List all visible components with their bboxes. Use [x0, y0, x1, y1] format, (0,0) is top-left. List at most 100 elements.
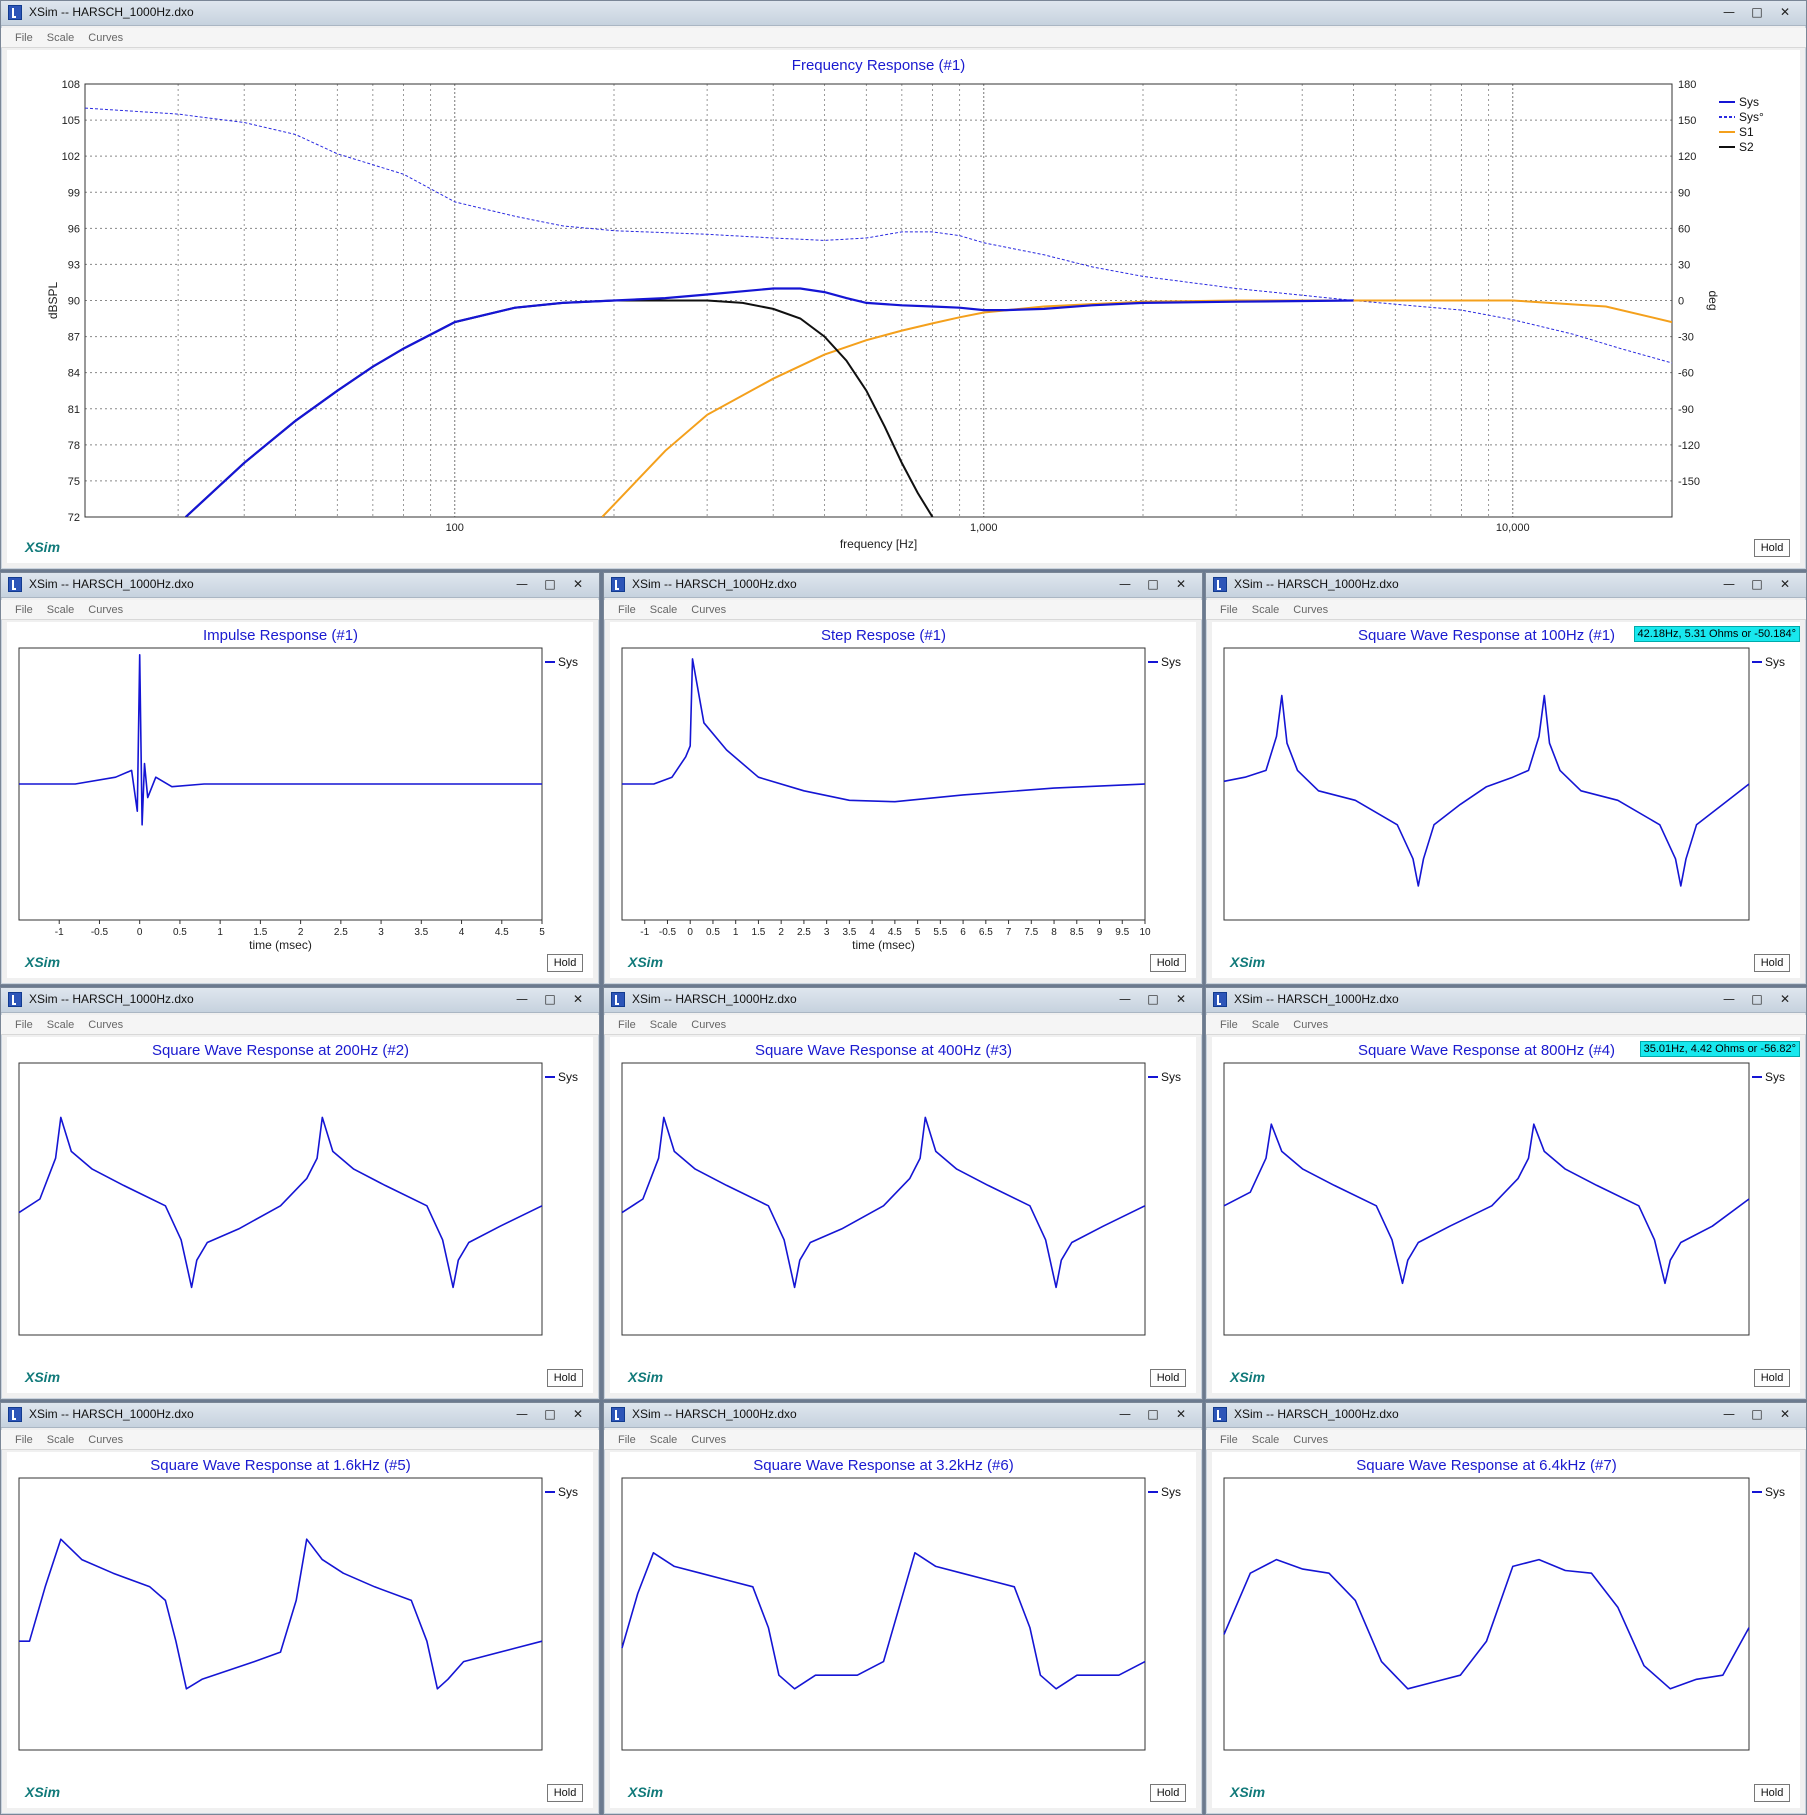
- menu-scale[interactable]: Scale: [46, 1434, 75, 1446]
- xsim-app-icon[interactable]: [8, 992, 22, 1007]
- menu-curves[interactable]: Curves: [1293, 1434, 1329, 1446]
- menu-file[interactable]: File: [618, 604, 636, 616]
- xsim-app-icon[interactable]: [611, 992, 625, 1007]
- minimize-icon[interactable]: —: [1119, 1407, 1131, 1421]
- maximize-icon[interactable]: □: [1751, 5, 1763, 19]
- maximize-icon[interactable]: □: [1147, 992, 1159, 1006]
- frequency-response-chart[interactable]: Frequency Response (#1) 72 75 78 81 84 87 90 93 9…: [7, 50, 1800, 564]
- maximize-icon[interactable]: □: [544, 1407, 556, 1421]
- menu-file[interactable]: File: [15, 604, 33, 616]
- menu-file[interactable]: File: [15, 32, 33, 44]
- minimize-icon[interactable]: —: [1723, 577, 1735, 591]
- xsim-app-icon[interactable]: [8, 577, 22, 592]
- hold-button[interactable]: Hold: [1754, 954, 1790, 972]
- menu-file[interactable]: File: [618, 1434, 636, 1446]
- panel-chart[interactable]: Square Wave Response at 6.4kHz (#7) Sys: [1212, 1452, 1802, 1810]
- maximize-icon[interactable]: □: [1751, 577, 1763, 591]
- minimize-icon[interactable]: —: [1723, 5, 1735, 19]
- window-titlebar[interactable]: XSim -- HARSCH_1000Hz.dxo — □ ✕: [1206, 988, 1806, 1013]
- window-titlebar[interactable]: XSim -- HARSCH_1000Hz.dxo — □ ✕: [1, 573, 599, 598]
- hold-button[interactable]: Hold: [1150, 1784, 1186, 1802]
- hold-button[interactable]: Hold: [1754, 539, 1790, 557]
- menu-curves[interactable]: Curves: [691, 1019, 727, 1031]
- menu-curves[interactable]: Curves: [1293, 604, 1329, 616]
- window-titlebar[interactable]: XSim -- HARSCH_1000Hz.dxo — □ ✕: [1, 1403, 599, 1428]
- minimize-icon[interactable]: —: [1723, 1407, 1735, 1421]
- menu-file[interactable]: File: [1220, 1019, 1238, 1031]
- maximize-icon[interactable]: □: [544, 577, 556, 591]
- hold-button[interactable]: Hold: [1754, 1369, 1790, 1387]
- panel-chart[interactable]: Square Wave Response at 200Hz (#2) Sys: [7, 1037, 595, 1395]
- hold-button[interactable]: Hold: [1150, 1369, 1186, 1387]
- menu-scale[interactable]: Scale: [46, 1019, 75, 1031]
- menu-curves[interactable]: Curves: [88, 1019, 124, 1031]
- panel-chart[interactable]: Impulse Response (#1) -1 -0.5 0 0.5 1 1.5 2 2.5 3…: [7, 622, 595, 980]
- hold-button[interactable]: Hold: [547, 1784, 583, 1802]
- menu-file[interactable]: File: [1220, 1434, 1238, 1446]
- panel-chart[interactable]: Square Wave Response at 800Hz (#4) Sys: [1212, 1037, 1802, 1395]
- menu-scale[interactable]: Scale: [1251, 1019, 1280, 1031]
- minimize-icon[interactable]: —: [516, 1407, 528, 1421]
- window-titlebar[interactable]: XSim -- HARSCH_1000Hz.dxo — □ ✕: [1, 1, 1806, 26]
- hold-button[interactable]: Hold: [547, 954, 583, 972]
- close-icon[interactable]: ✕: [1175, 992, 1187, 1006]
- close-icon[interactable]: ✕: [1779, 992, 1791, 1006]
- xsim-app-icon[interactable]: [1213, 1407, 1227, 1422]
- xsim-app-icon[interactable]: [1213, 577, 1227, 592]
- menu-scale[interactable]: Scale: [649, 1019, 678, 1031]
- close-icon[interactable]: ✕: [1175, 577, 1187, 591]
- menu-scale[interactable]: Scale: [46, 604, 75, 616]
- menu-curves[interactable]: Curves: [691, 1434, 727, 1446]
- close-icon[interactable]: ✕: [572, 1407, 584, 1421]
- maximize-icon[interactable]: □: [1147, 577, 1159, 591]
- menu-file[interactable]: File: [618, 1019, 636, 1031]
- minimize-icon[interactable]: —: [516, 577, 528, 591]
- close-icon[interactable]: ✕: [572, 992, 584, 1006]
- menu-file[interactable]: File: [1220, 604, 1238, 616]
- window-titlebar[interactable]: XSim -- HARSCH_1000Hz.dxo — □ ✕: [1, 988, 599, 1013]
- window-titlebar[interactable]: XSim -- HARSCH_1000Hz.dxo — □ ✕: [604, 1403, 1202, 1428]
- menu-curves[interactable]: Curves: [1293, 1019, 1329, 1031]
- window-titlebar[interactable]: XSim -- HARSCH_1000Hz.dxo — □ ✕: [604, 573, 1202, 598]
- menu-curves[interactable]: Curves: [691, 604, 727, 616]
- maximize-icon[interactable]: □: [1147, 1407, 1159, 1421]
- menu-curves[interactable]: Curves: [88, 1434, 124, 1446]
- menu-file[interactable]: File: [15, 1434, 33, 1446]
- maximize-icon[interactable]: □: [1751, 1407, 1763, 1421]
- xsim-app-icon[interactable]: [611, 1407, 625, 1422]
- minimize-icon[interactable]: —: [1119, 992, 1131, 1006]
- maximize-icon[interactable]: □: [1751, 992, 1763, 1006]
- hold-button[interactable]: Hold: [1150, 954, 1186, 972]
- menu-scale[interactable]: Scale: [649, 604, 678, 616]
- menu-scale[interactable]: Scale: [1251, 604, 1280, 616]
- close-icon[interactable]: ✕: [1779, 577, 1791, 591]
- hold-button[interactable]: Hold: [1754, 1784, 1790, 1802]
- maximize-icon[interactable]: □: [544, 992, 556, 1006]
- xsim-app-icon[interactable]: [611, 577, 625, 592]
- panel-chart[interactable]: Square Wave Response at 1.6kHz (#5) Sys: [7, 1452, 595, 1810]
- menu-scale[interactable]: Scale: [649, 1434, 678, 1446]
- minimize-icon[interactable]: —: [1119, 577, 1131, 591]
- window-titlebar[interactable]: XSim -- HARSCH_1000Hz.dxo — □ ✕: [1206, 1403, 1806, 1428]
- minimize-icon[interactable]: —: [516, 992, 528, 1006]
- window-titlebar[interactable]: XSim -- HARSCH_1000Hz.dxo — □ ✕: [604, 988, 1202, 1013]
- menu-scale[interactable]: Scale: [1251, 1434, 1280, 1446]
- menu-scale[interactable]: Scale: [46, 32, 75, 44]
- minimize-icon[interactable]: —: [1723, 992, 1735, 1006]
- menu-curves[interactable]: Curves: [88, 604, 124, 616]
- xsim-app-icon[interactable]: [8, 1407, 22, 1422]
- panel-chart[interactable]: Square Wave Response at 400Hz (#3) Sys: [610, 1037, 1198, 1395]
- hold-button[interactable]: Hold: [547, 1369, 583, 1387]
- xsim-app-icon[interactable]: [8, 5, 22, 20]
- close-icon[interactable]: ✕: [1779, 1407, 1791, 1421]
- panel-chart[interactable]: Step Respose (#1) -1 -0.5 0 0.5 1 1.5 2 2.5 3 3.5 4…: [610, 622, 1198, 980]
- close-icon[interactable]: ✕: [572, 577, 584, 591]
- close-icon[interactable]: ✕: [1175, 1407, 1187, 1421]
- menu-curves[interactable]: Curves: [88, 32, 124, 44]
- menu-file[interactable]: File: [15, 1019, 33, 1031]
- panel-chart[interactable]: Square Wave Response at 3.2kHz (#6) Sys: [610, 1452, 1198, 1810]
- panel-chart[interactable]: Square Wave Response at 100Hz (#1) Sys: [1212, 622, 1802, 980]
- close-icon[interactable]: ✕: [1779, 5, 1791, 19]
- xsim-app-icon[interactable]: [1213, 992, 1227, 1007]
- window-titlebar[interactable]: XSim -- HARSCH_1000Hz.dxo — □ ✕: [1206, 573, 1806, 598]
